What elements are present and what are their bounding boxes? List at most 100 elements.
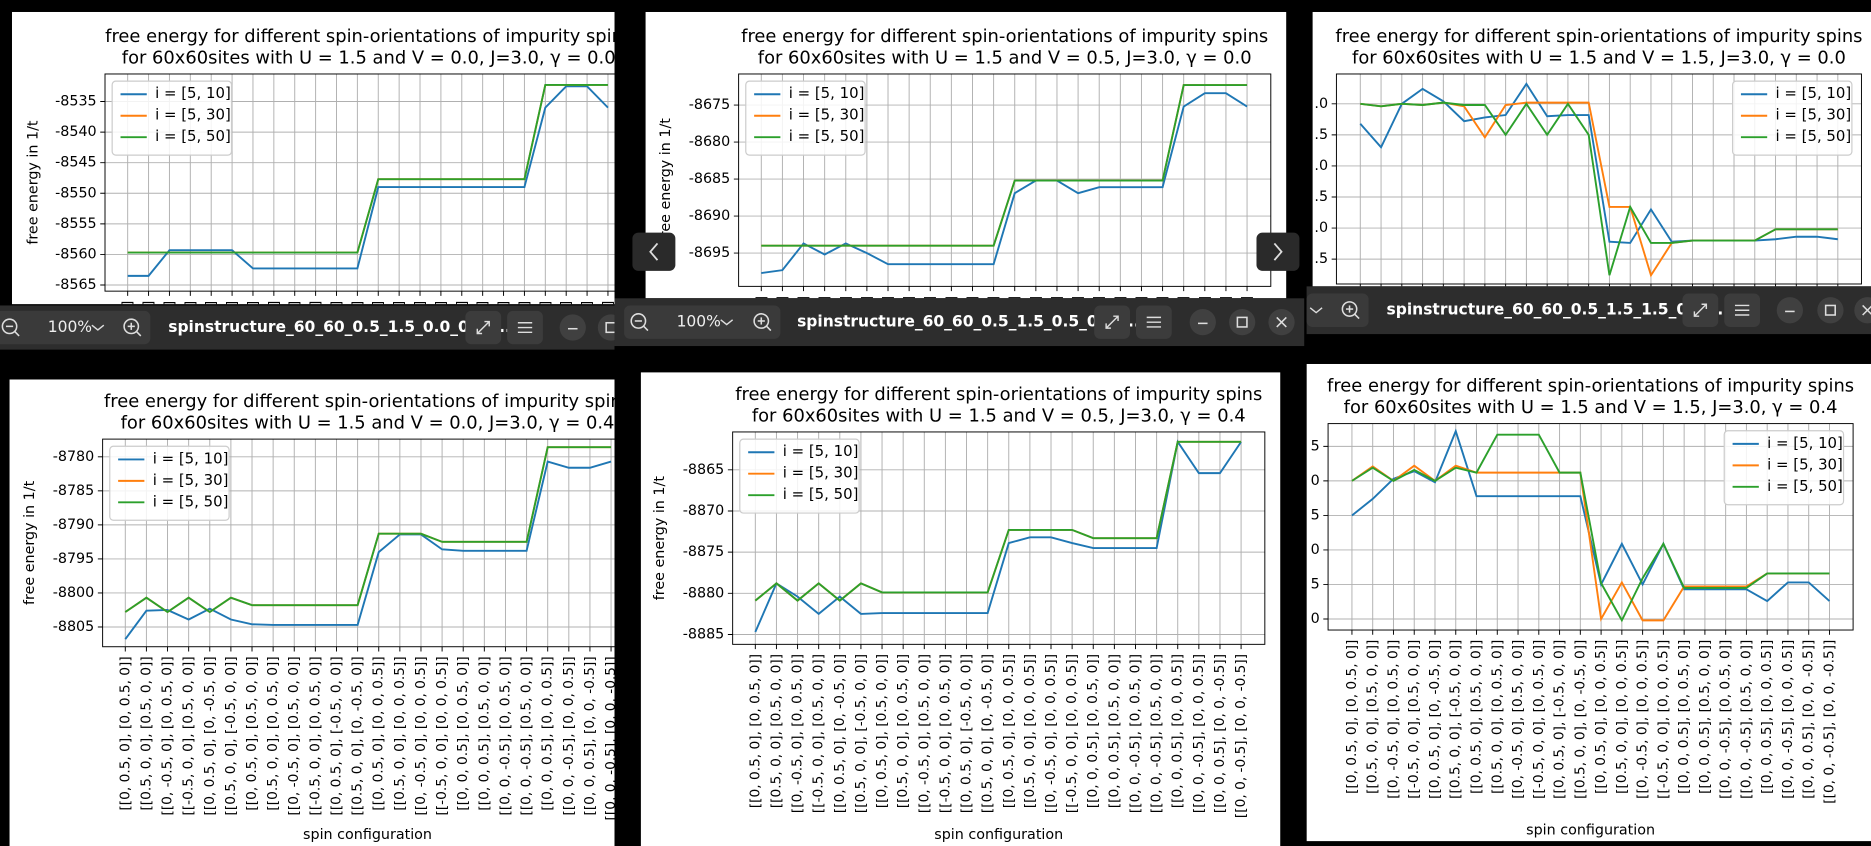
y-tick-label: -8685 <box>689 171 731 187</box>
viewer-window: [[0, 0.5, 0], [0, 0.5, 0]] [[0.5, 0, 0], … <box>1306 363 1871 842</box>
nav-button[interactable] <box>632 232 676 271</box>
chart-subtitle: for 60x60sites with U = 1.5 and V = 1.5,… <box>1352 47 1846 68</box>
x-tick-label: [[0, 0, -0.5], [0.5, 0, 0]] <box>1149 654 1165 813</box>
nav-button[interactable] <box>1256 232 1300 271</box>
zoom-icon <box>765 325 772 332</box>
x-tick-label: [[0.5, 0, 0], [0, -0.5, 0]] <box>1572 640 1588 799</box>
zoom-group <box>624 305 781 339</box>
zoom-dropdown[interactable] <box>1309 307 1323 314</box>
chart-subtitle: for 60x60sites with U = 1.5 and V = 0.5,… <box>752 405 1246 426</box>
zoom-in-button[interactable] <box>1341 301 1360 320</box>
zoom-out-button[interactable] <box>1 318 20 337</box>
chart: [[0, 0.5, 0], [0, 0.5, 0]] [[0.5, 0, 0], … <box>1306 363 1871 842</box>
zoom-level[interactable]: 100% <box>48 318 92 336</box>
y-tick-label: 5 <box>1311 576 1320 592</box>
x-tick-label: [[0, 0, 0.5], [0, 0, -0.5]] <box>579 301 595 460</box>
x-axis-label: spin configuration <box>934 827 1063 843</box>
x-tick-label: [[0, -0.5, 0], [0, 0, 0.5]] <box>413 656 429 815</box>
viewer-toolbar: 100% spinstructure_60_60_0.5_1.5_0.5_0.4_… <box>614 298 1305 347</box>
minimize-button[interactable] <box>559 314 586 341</box>
y-tick-label: -8885 <box>683 626 725 642</box>
y-tick-label: .5 <box>1314 251 1328 267</box>
y-axis-label: free energy in 1/t <box>652 476 668 601</box>
chart-title: free energy for different spin-orientati… <box>741 26 1268 47</box>
maximize-button[interactable] <box>1817 297 1844 324</box>
x-tick-label: [[0, 0.5, 0], [0, 0, 0.5]] <box>1007 296 1023 450</box>
x-tick-label: [[-0.5, 0, 0], [0, 0, 0.5]] <box>433 301 449 460</box>
y-tick-label: -8695 <box>689 245 731 261</box>
x-tick-label: [[-0.5, 0, 0], [0.5, 0, 0]] <box>811 654 827 813</box>
x-tick-label: [[0, 0.5, 0], [0, -0.5, 0]] <box>832 654 848 813</box>
plot-frame <box>732 431 1266 645</box>
x-tick-label: [[-0.5, 0, 0], [0, 0, 0.5]] <box>1655 640 1671 799</box>
y-tick-label: -8690 <box>689 208 731 224</box>
x-tick-label: [[0, 0, -0.5], [0, 0.5, 0]] <box>496 301 512 460</box>
nav-prev[interactable] <box>632 232 676 271</box>
x-tick-label: [[0, 0.5, 0], [0, 0.5, 0]] <box>120 301 136 455</box>
zoom-level[interactable]: 100% <box>677 313 721 331</box>
y-tick-label: -8785 <box>53 483 95 499</box>
y-axis-label: free energy in 1/t <box>658 118 674 243</box>
x-tick-label: [[0, 0, -0.5], [0, 0, -0.5]] <box>600 301 616 465</box>
y-axis-label: free energy in 1/t <box>25 120 41 245</box>
maximize-button[interactable] <box>1229 309 1256 336</box>
zoom-in-button[interactable] <box>123 318 142 337</box>
y-tick-label: -8865 <box>683 462 725 478</box>
viewer-window: [[0, 0.5, 0], [0, 0.5, 0]] [[0.5, 0, 0], … <box>9 379 615 846</box>
x-tick-label: [[0.5, 0, 0], [-0.5, 0, 0]] <box>224 301 240 460</box>
x-tick-label: [[0, 0, -0.5], [0.5, 0, 0]] <box>519 656 535 815</box>
y-tick-label: -8565 <box>55 277 97 293</box>
legend-label: i = [5, 50] <box>783 485 859 503</box>
x-tick-label: [[0, 0, 0.5], [0, 0, 0.5]] <box>537 301 553 455</box>
zoom-icon <box>642 325 649 332</box>
y-axis-label: free energy in 1/t <box>22 480 38 605</box>
legend: i = [5, 10] i = [5, 30] i = [5, 50] <box>739 438 860 514</box>
x-tick-label: [[0, 0.5, 0], [0, 0.5, 0]] <box>1344 640 1360 794</box>
legend-label: i = [5, 30] <box>1776 106 1852 124</box>
chart-subtitle: for 60x60sites with U = 1.5 and V = 0.0,… <box>121 413 615 434</box>
chart-title: free energy for different spin-orientati… <box>1335 26 1862 47</box>
x-tick-label: [[0, 0, -0.5], [0, 0, -0.5]] <box>1239 296 1255 460</box>
chart: [[0, 0.5, 0], [0, 0.5, 0]] [[0.5, 0, 0], … <box>645 11 1287 460</box>
y-tick-label: .0 <box>1314 96 1328 112</box>
zoom-out-button[interactable] <box>630 313 649 332</box>
zoom-icon <box>1341 301 1358 317</box>
y-tick-label: -8555 <box>55 216 97 232</box>
series-line <box>754 440 1242 602</box>
legend-label: i = [5, 30] <box>783 464 859 482</box>
x-tick-label: [[0, 0, 0.5], [0, 0, -0.5]] <box>582 656 598 815</box>
x-tick-label: [[0, 0.5, 0], [-0.5, 0, 0]] <box>328 301 344 460</box>
x-tick-label: [[0, 0.5, 0], [0, 0.5, 0]] <box>747 654 763 808</box>
legend-label: i = [5, 50] <box>155 127 231 145</box>
x-tick-label: [[-0.5, 0, 0], [0, 0.5, 0]] <box>937 654 953 813</box>
y-tick-label: -8790 <box>53 517 95 533</box>
x-tick-label: [[0, 0, -0.5], [0, 0.5, 0]] <box>497 656 513 815</box>
chart-subtitle: for 60x60sites with U = 1.5 and V = 0.0,… <box>122 47 616 68</box>
y-tick-label: -8780 <box>53 449 95 465</box>
zoom-dropdown[interactable] <box>91 324 105 331</box>
zoom-icon <box>753 313 770 329</box>
nav-next[interactable] <box>1256 232 1300 271</box>
close-button[interactable] <box>1854 297 1871 324</box>
series-line <box>1351 433 1830 623</box>
x-tick-label: [[0, 0, -0.5], [0.5, 0, 0]] <box>1738 640 1754 799</box>
x-tick-label: [[-0.5, 0, 0], [0.5, 0, 0]] <box>817 296 833 455</box>
minimize-button[interactable] <box>1776 297 1803 324</box>
fullscreen-icon <box>1693 303 1708 317</box>
legend-label: i = [5, 10] <box>1767 434 1843 452</box>
legend-label: i = [5, 30] <box>153 471 229 489</box>
x-tick-label: [[0, -0.5, 0], [0.5, 0, 0]] <box>1510 640 1526 799</box>
x-tick-label: [[0, 0, 0.5], [0.5, 0, 0]] <box>476 656 492 810</box>
zoom-in-button[interactable] <box>753 313 772 332</box>
x-tick-label: [[0.5, 0, 0], [0.5, 0, 0]] <box>1365 640 1381 794</box>
chart-title: free energy for different spin-orientati… <box>105 26 632 47</box>
legend-label: i = [5, 50] <box>153 492 229 510</box>
zoom-icon <box>123 318 140 335</box>
zoom-dropdown[interactable] <box>720 319 734 326</box>
chart: [[0, 0.5, 0], [0, 0.5, 0]] [[0.5, 0, 0], … <box>11 11 632 465</box>
x-tick-label: [[0, 0.5, 0], [0, -0.5, 0]] <box>838 296 854 455</box>
minimize-button[interactable] <box>1189 309 1216 336</box>
viewer-window: [[0, 0.5, 0], [0, 0.5, 0]] [[0.5, 0, 0], … <box>640 372 1281 846</box>
x-tick-label: [[0, 0.5, 0], [0.5, 0, 0]] <box>245 301 261 455</box>
